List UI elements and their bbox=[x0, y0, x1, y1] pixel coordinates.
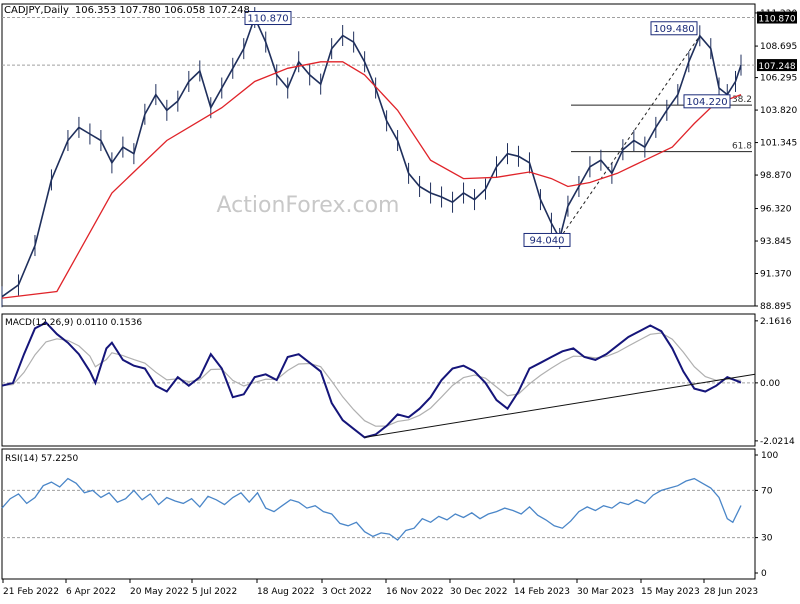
macd-tick-label-1: 0.00 bbox=[760, 379, 780, 389]
x-tick-label-0: 21 Feb 2022 bbox=[3, 587, 59, 597]
price-tick-label-9: 93.845 bbox=[760, 237, 792, 247]
ohlc-text: 106.353 107.780 106.058 107.248 bbox=[75, 5, 250, 16]
x-tick-label-4: 18 Aug 2022 bbox=[257, 587, 315, 597]
fib-level-label-0: 38.2 bbox=[732, 95, 752, 105]
x-tick-label-8: 14 Feb 2023 bbox=[514, 587, 570, 597]
price-tick-label-1: 110.870 bbox=[758, 15, 795, 25]
macd-tick-label-0: 2.1616 bbox=[760, 317, 792, 327]
price-tick-box-3 bbox=[757, 59, 797, 72]
macd-panel: MACD(12,26,9) 0.0110 0.1536 bbox=[1, 318, 756, 439]
rsi-tick-label-0: 100 bbox=[761, 451, 778, 461]
x-tick-label-5: 3 Oct 2022 bbox=[322, 587, 372, 597]
price-tick-label-7: 98.870 bbox=[760, 171, 792, 181]
symbol-text: CADJPY,Daily bbox=[4, 5, 69, 16]
x-tick-label-7: 30 Dec 2022 bbox=[450, 587, 508, 597]
price-label-0: 110.870 bbox=[247, 14, 288, 25]
price-label-1: 109.480 bbox=[653, 24, 694, 35]
price-tick-label-6: 101.345 bbox=[760, 139, 797, 149]
symbol-label: CADJPY,Daily 106.353 107.780 106.058 107.… bbox=[4, 5, 250, 16]
x-tick-label-10: 15 May 2023 bbox=[641, 587, 700, 597]
macd-series bbox=[1, 321, 742, 439]
price-label-box-1 bbox=[650, 21, 698, 36]
watermark: ActionForex.com bbox=[217, 193, 400, 218]
rsi-title: RSI(14) 57.2250 bbox=[5, 454, 78, 464]
rsi-frame bbox=[1, 448, 756, 580]
price-tick-label-4: 106.295 bbox=[760, 74, 797, 84]
x-tick-label-3: 5 Jul 2022 bbox=[192, 587, 237, 597]
x-tick-label-11: 28 Jun 2023 bbox=[704, 587, 758, 597]
rsi-tick-label-3: 0 bbox=[761, 569, 767, 579]
macd-trendline bbox=[364, 373, 756, 438]
fib-level-label-1: 61.8 bbox=[732, 142, 752, 152]
price-tick-label-5: 103.820 bbox=[760, 106, 797, 116]
price-tick-label-2: 108.695 bbox=[760, 42, 797, 52]
price-tick-label-10: 91.370 bbox=[760, 270, 792, 280]
price-tick-label-3: 107.248 bbox=[758, 62, 795, 72]
macd-title: MACD(12,26,9) 0.0110 0.1536 bbox=[5, 318, 142, 328]
price-tick-label-8: 96.320 bbox=[760, 205, 792, 215]
rsi-tick-label-2: 30 bbox=[761, 534, 773, 544]
price-label-box-3 bbox=[523, 232, 571, 247]
price-tick-label-11: 88.895 bbox=[760, 302, 792, 312]
price-series bbox=[1, 15, 742, 298]
x-tick-label-1: 6 Apr 2022 bbox=[66, 587, 116, 597]
price-tick-box-1 bbox=[757, 11, 797, 24]
macd-tick-label-2: -2.0214 bbox=[760, 437, 795, 447]
rsi-tick-label-1: 70 bbox=[761, 486, 773, 496]
price-label-3: 94.040 bbox=[530, 235, 565, 246]
rsi-panel: RSI(14) 57.2250 bbox=[1, 454, 755, 541]
axes: 111.220110.870108.695107.248106.295103.8… bbox=[2, 9, 797, 597]
x-tick-label-6: 16 Nov 2022 bbox=[386, 587, 444, 597]
price-label-2: 104.220 bbox=[686, 97, 727, 108]
rsi-series bbox=[1, 477, 742, 541]
panel-frames bbox=[1, 3, 756, 580]
price-label-box-0 bbox=[244, 11, 292, 26]
sma-series bbox=[1, 61, 742, 299]
price-frame bbox=[1, 3, 756, 307]
x-tick-label-2: 20 May 2022 bbox=[130, 587, 189, 597]
x-tick-label-9: 30 Mar 2023 bbox=[577, 587, 634, 597]
price-panel: 38.2 61.8 110.870 109.480 104.220 94.040 bbox=[1, 7, 755, 308]
price-label-box-2 bbox=[683, 94, 731, 109]
price-trendline bbox=[559, 35, 701, 239]
macd-signal-series bbox=[1, 332, 742, 427]
